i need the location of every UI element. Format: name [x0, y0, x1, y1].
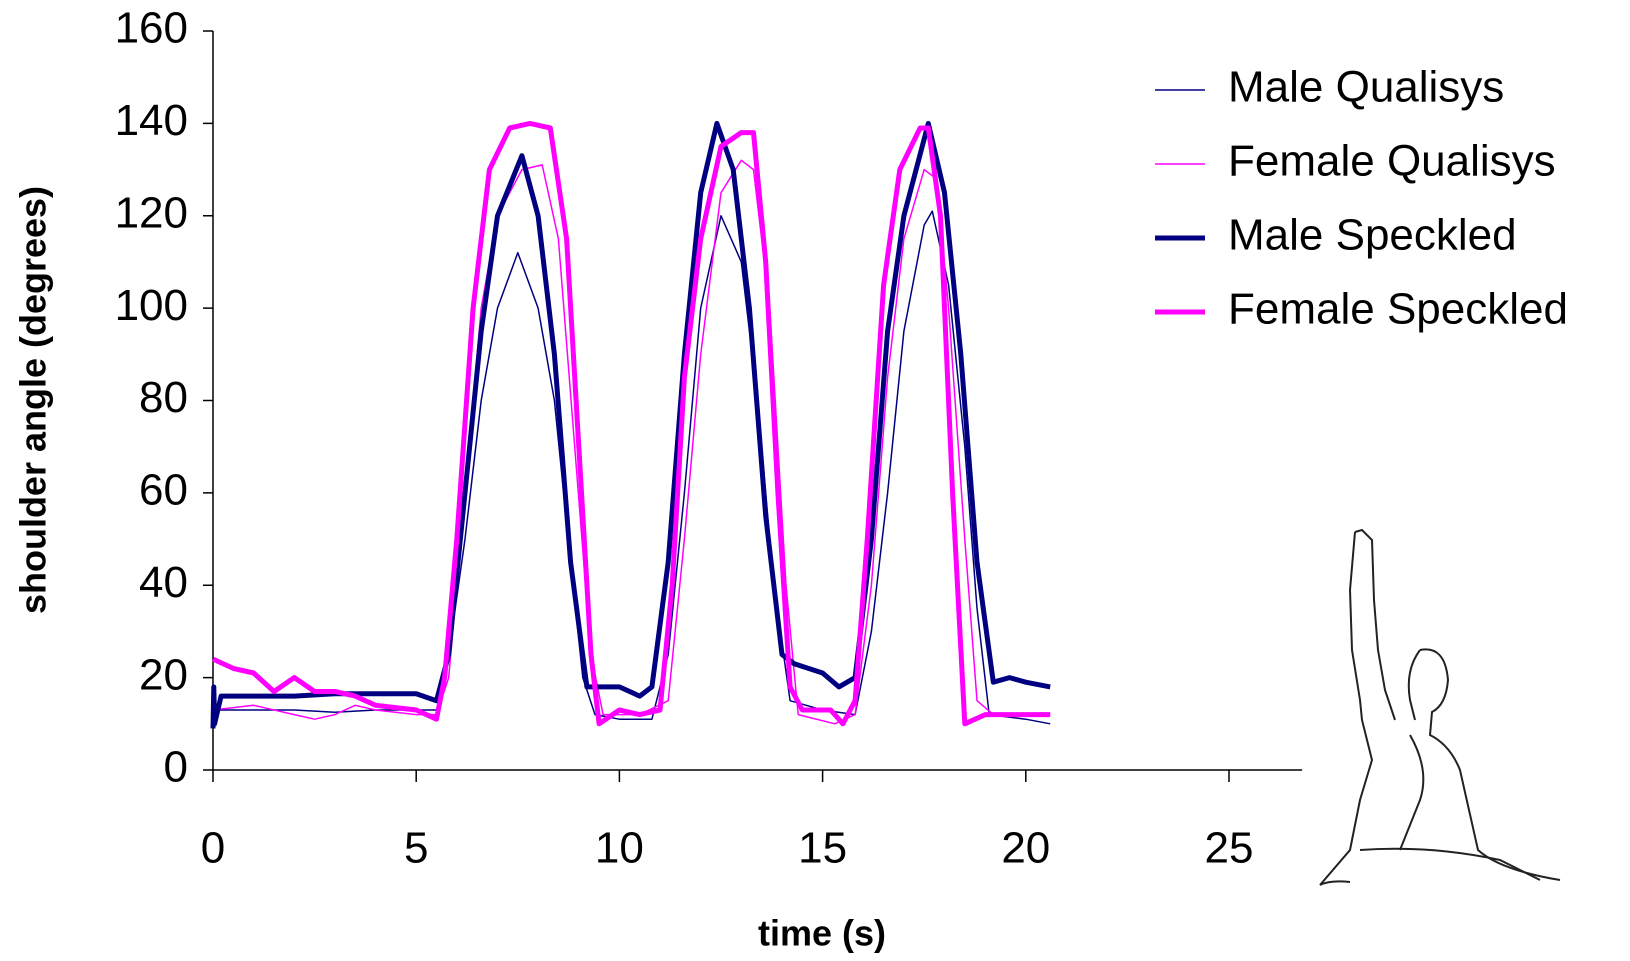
- y-tick-label: 0: [164, 743, 188, 792]
- y-tick-label: 40: [139, 558, 188, 607]
- y-tick-label: 60: [139, 466, 188, 515]
- y-axis-title: shoulder angle (degrees): [13, 186, 54, 614]
- x-tick-label: 25: [1205, 824, 1254, 873]
- legend-label: Female Speckled: [1228, 285, 1568, 334]
- x-tick-label: 15: [798, 824, 847, 873]
- legend-label: Male Speckled: [1228, 211, 1517, 260]
- y-tick-label: 140: [115, 96, 188, 145]
- y-tick-label: 20: [139, 650, 188, 699]
- figure-illustration: [1319, 528, 1561, 886]
- x-tick-label: 20: [1001, 824, 1050, 873]
- y-tick-label: 80: [139, 373, 188, 422]
- legend-label: Female Qualisys: [1228, 137, 1556, 186]
- data-line: [213, 210, 1051, 725]
- data-line: [210, 120, 1051, 729]
- y-tick-label: 160: [115, 4, 188, 53]
- data-line: [211, 120, 1051, 727]
- data-line: [212, 159, 1051, 725]
- x-tick-label: 0: [201, 824, 225, 873]
- y-tick-label: 100: [115, 281, 188, 330]
- legend-label: Male Qualisys: [1228, 63, 1504, 112]
- x-axis-title: time (s): [758, 913, 886, 954]
- y-tick-label: 120: [115, 188, 188, 237]
- x-tick-label: 10: [595, 824, 644, 873]
- x-tick-label: 5: [404, 824, 428, 873]
